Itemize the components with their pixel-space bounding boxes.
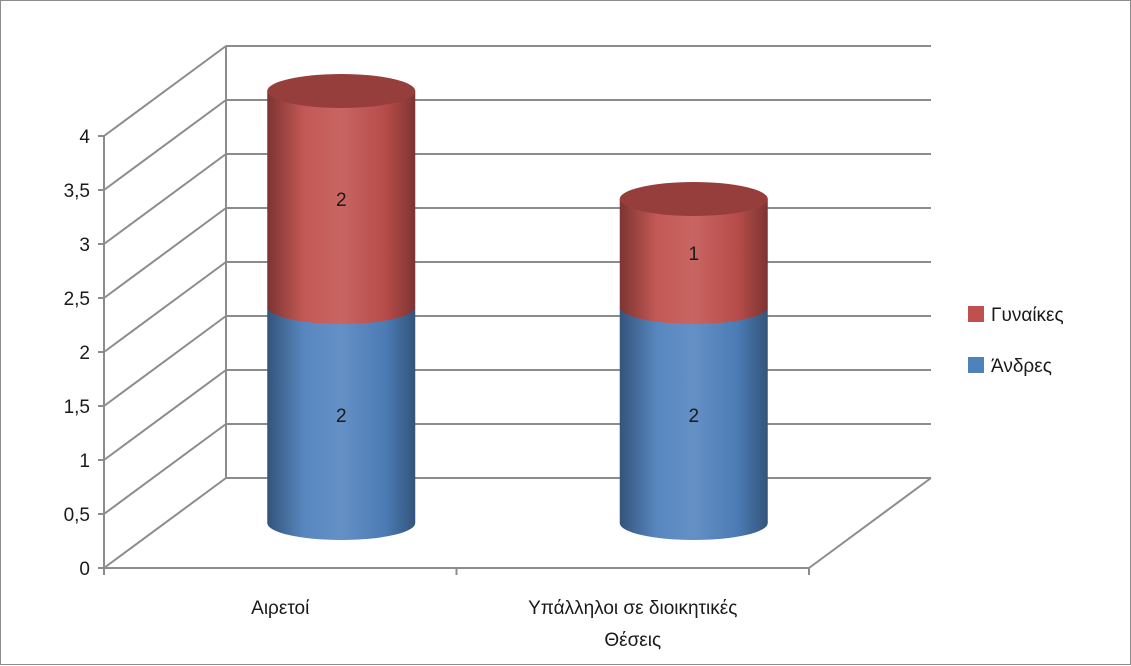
data-label: 1	[688, 244, 699, 265]
gridline-side	[103, 153, 227, 245]
gridline-side	[103, 315, 227, 407]
cylinder-body	[619, 307, 768, 540]
cylinder-body	[267, 307, 416, 540]
y-tick-label: 1,5	[64, 397, 90, 418]
legend-label: Άνδρες	[991, 356, 1052, 377]
y-tick-label: 4	[79, 127, 90, 148]
y-tick-label: 0	[79, 559, 90, 580]
bar-andres-2	[619, 307, 768, 540]
gridline-side	[103, 369, 227, 461]
y-tick-label: 3	[79, 235, 90, 256]
bars	[267, 74, 768, 540]
cylinder-body	[267, 91, 416, 324]
y-tick-label: 2,5	[64, 289, 90, 310]
gridline-side	[103, 261, 227, 353]
gridline-side	[103, 45, 227, 137]
data-label: 2	[688, 406, 699, 427]
x-category-label: Υπάλληλοι σε διοικητικές	[528, 598, 737, 619]
gridlines	[103, 45, 932, 569]
legend-swatch	[968, 357, 984, 373]
x-category-label: Θέσεις	[604, 630, 661, 651]
gridline-side	[103, 423, 227, 515]
y-tick-label: 0,5	[64, 505, 90, 526]
gridline-side	[103, 207, 227, 299]
floor-right-edge	[808, 477, 932, 569]
data-label: 2	[336, 190, 347, 211]
bar-andres-1	[267, 307, 416, 540]
gridline-side	[103, 99, 227, 191]
y-tick-label: 1	[79, 451, 90, 472]
legend-swatch	[968, 306, 984, 322]
legend-label: Γυναίκες	[991, 305, 1064, 326]
x-category-label: Αιρετοί	[251, 598, 310, 619]
y-tick-label: 3,5	[64, 181, 90, 202]
y-tick-label: 2	[79, 343, 90, 364]
bar-gynaikes-1	[267, 74, 416, 324]
cylinder-top	[267, 74, 416, 108]
cylinder-body	[619, 199, 768, 324]
gridline-side	[103, 477, 227, 569]
data-label: 2	[336, 406, 347, 427]
legend: Γυναίκες Άνδρες	[968, 305, 1064, 377]
bar-gynaikes-2	[619, 182, 768, 324]
cylinder-top	[619, 182, 768, 216]
